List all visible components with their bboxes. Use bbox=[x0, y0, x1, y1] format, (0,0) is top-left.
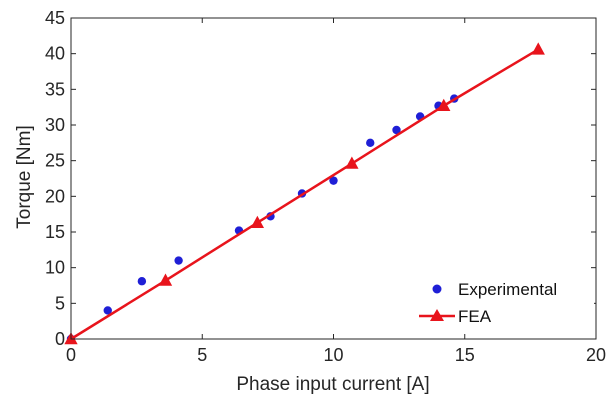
plot-area bbox=[64, 42, 545, 345]
series-1-line bbox=[70, 48, 539, 341]
y-tick-label-5: 25 bbox=[45, 151, 65, 171]
x-tick-label-0: 0 bbox=[66, 345, 76, 365]
series-1-point-1 bbox=[158, 273, 173, 286]
y-tick-label-1: 5 bbox=[55, 293, 65, 313]
x-tick-label-4: 20 bbox=[586, 345, 606, 365]
legend-fea-marker bbox=[430, 309, 444, 321]
series-0-point-9 bbox=[392, 125, 401, 135]
series-0-point-3 bbox=[174, 256, 183, 265]
axes: 0 5 10 15 20 0 5 10 15 20 25 30 35 40 45 bbox=[45, 8, 606, 365]
y-tick-label-0: 0 bbox=[55, 329, 65, 349]
series-1-point-4 bbox=[437, 98, 451, 111]
y-tick-label-6: 30 bbox=[45, 115, 65, 135]
x-axis-label: Phase input current [A] bbox=[236, 374, 429, 395]
y-axis-label: Torque [Nm] bbox=[14, 125, 35, 228]
x-tick-label-1: 5 bbox=[197, 345, 207, 365]
x-tick-label-3: 15 bbox=[455, 345, 475, 365]
legend-experimental-label: Experimental bbox=[458, 280, 557, 299]
x-tick-label-2: 10 bbox=[323, 345, 343, 365]
y-tick-label-9: 45 bbox=[45, 8, 65, 28]
y-tick-label-8: 40 bbox=[45, 44, 65, 64]
series-0-point-2 bbox=[137, 277, 147, 286]
legend-experimental-marker bbox=[432, 284, 442, 294]
series-0-point-1 bbox=[103, 306, 112, 315]
series-1-point-5 bbox=[531, 42, 545, 55]
series-0-point-7 bbox=[329, 176, 338, 185]
y-tick-label-7: 35 bbox=[45, 79, 65, 99]
y-tick-label-2: 10 bbox=[45, 258, 65, 278]
y-tick-label-4: 20 bbox=[45, 186, 65, 206]
legend-fea-label: FEA bbox=[458, 307, 492, 326]
series-0-point-8 bbox=[366, 138, 375, 148]
series-1-point-2 bbox=[250, 215, 265, 228]
series-1-point-3 bbox=[345, 156, 359, 169]
y-tick-label-3: 15 bbox=[45, 222, 65, 242]
legend: Experimental FEA bbox=[412, 271, 594, 331]
